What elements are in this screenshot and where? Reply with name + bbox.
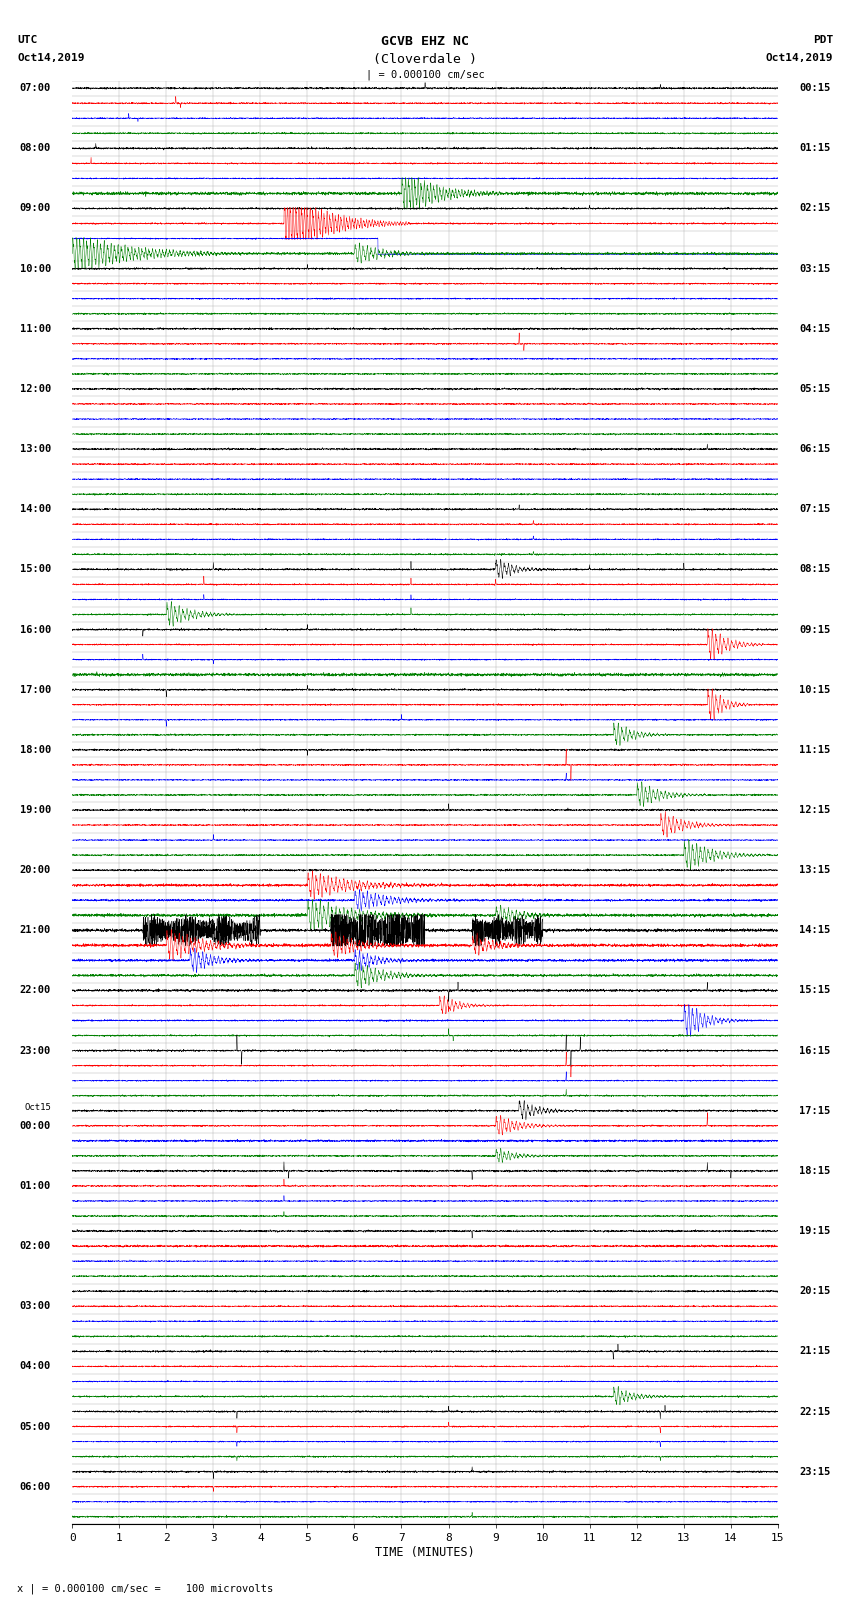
- Text: 08:15: 08:15: [799, 565, 830, 574]
- Text: | = 0.000100 cm/sec: | = 0.000100 cm/sec: [366, 69, 484, 81]
- Text: GCVB EHZ NC: GCVB EHZ NC: [381, 35, 469, 48]
- Text: 10:00: 10:00: [20, 263, 51, 274]
- Text: 16:15: 16:15: [799, 1045, 830, 1055]
- Text: 06:15: 06:15: [799, 444, 830, 455]
- Text: 12:15: 12:15: [799, 805, 830, 815]
- Text: 22:15: 22:15: [799, 1407, 830, 1416]
- Text: 10:15: 10:15: [799, 684, 830, 695]
- Text: 07:15: 07:15: [799, 505, 830, 515]
- Text: Oct15: Oct15: [24, 1103, 51, 1113]
- Text: 14:15: 14:15: [799, 926, 830, 936]
- Text: 21:00: 21:00: [20, 926, 51, 936]
- Text: 00:15: 00:15: [799, 84, 830, 94]
- Text: 00:00: 00:00: [20, 1121, 51, 1131]
- Text: 02:00: 02:00: [20, 1240, 51, 1252]
- Text: 23:00: 23:00: [20, 1045, 51, 1055]
- Text: 02:15: 02:15: [799, 203, 830, 213]
- Text: 12:00: 12:00: [20, 384, 51, 394]
- Text: 16:00: 16:00: [20, 624, 51, 634]
- Text: 06:00: 06:00: [20, 1482, 51, 1492]
- Text: 21:15: 21:15: [799, 1347, 830, 1357]
- Text: 04:15: 04:15: [799, 324, 830, 334]
- Text: 23:15: 23:15: [799, 1466, 830, 1476]
- Text: 18:00: 18:00: [20, 745, 51, 755]
- Text: 13:00: 13:00: [20, 444, 51, 455]
- Text: 20:00: 20:00: [20, 865, 51, 876]
- Text: 07:00: 07:00: [20, 84, 51, 94]
- Text: Oct14,2019: Oct14,2019: [766, 53, 833, 63]
- Text: 19:15: 19:15: [799, 1226, 830, 1236]
- Text: 20:15: 20:15: [799, 1286, 830, 1297]
- Text: 19:00: 19:00: [20, 805, 51, 815]
- Text: UTC: UTC: [17, 35, 37, 45]
- Text: 05:00: 05:00: [20, 1421, 51, 1432]
- Text: 08:00: 08:00: [20, 144, 51, 153]
- Text: 14:00: 14:00: [20, 505, 51, 515]
- Text: 22:00: 22:00: [20, 986, 51, 995]
- Text: 17:15: 17:15: [799, 1107, 830, 1116]
- Text: 11:00: 11:00: [20, 324, 51, 334]
- Text: 04:00: 04:00: [20, 1361, 51, 1371]
- Text: 09:00: 09:00: [20, 203, 51, 213]
- Text: 18:15: 18:15: [799, 1166, 830, 1176]
- Text: 05:15: 05:15: [799, 384, 830, 394]
- Text: PDT: PDT: [813, 35, 833, 45]
- Text: 03:00: 03:00: [20, 1302, 51, 1311]
- X-axis label: TIME (MINUTES): TIME (MINUTES): [375, 1547, 475, 1560]
- Text: Oct14,2019: Oct14,2019: [17, 53, 84, 63]
- Text: 01:15: 01:15: [799, 144, 830, 153]
- Text: 15:15: 15:15: [799, 986, 830, 995]
- Text: 13:15: 13:15: [799, 865, 830, 876]
- Text: 11:15: 11:15: [799, 745, 830, 755]
- Text: (Cloverdale ): (Cloverdale ): [373, 53, 477, 66]
- Text: 03:15: 03:15: [799, 263, 830, 274]
- Text: 09:15: 09:15: [799, 624, 830, 634]
- Text: 01:00: 01:00: [20, 1181, 51, 1190]
- Text: 17:00: 17:00: [20, 684, 51, 695]
- Text: 15:00: 15:00: [20, 565, 51, 574]
- Text: x | = 0.000100 cm/sec =    100 microvolts: x | = 0.000100 cm/sec = 100 microvolts: [17, 1582, 273, 1594]
